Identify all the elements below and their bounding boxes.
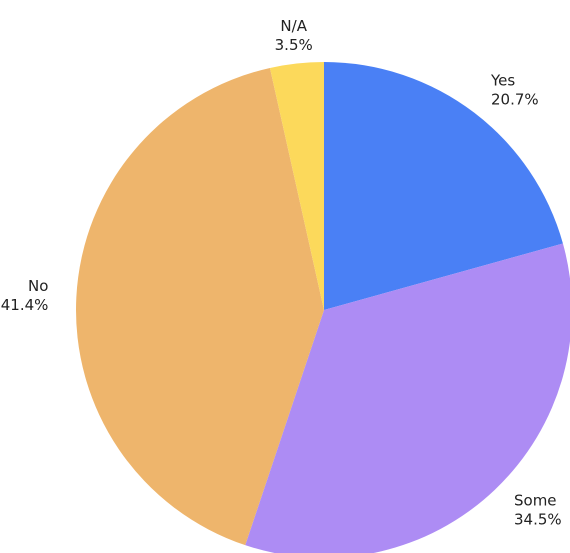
pie-slice-yes (324, 62, 563, 310)
pie-slices (76, 61, 570, 553)
pie-labels: Yes 20.7% Some 34.5% No 41.4% N/A 3.5% (1, 17, 562, 528)
slice-percent: 34.5% (514, 511, 562, 529)
slice-category: N/A (280, 17, 307, 35)
pie-slice-no (76, 67, 325, 546)
slice-category: No (28, 277, 48, 295)
slice-percent: 41.4% (1, 296, 49, 314)
slice-label-n-a: N/A 3.5% (275, 17, 313, 54)
slice-percent: 3.5% (275, 36, 313, 54)
pie-slice-n-a (269, 61, 324, 310)
slice-category: Yes (490, 72, 515, 90)
slice-label-some: Some 34.5% (514, 492, 562, 529)
slice-category: Some (514, 492, 557, 510)
pie-slice-some (245, 243, 570, 553)
slice-label-no: No 41.4% (1, 277, 49, 314)
slice-label-yes: Yes 20.7% (490, 72, 539, 109)
slice-percent: 20.7% (491, 91, 539, 109)
